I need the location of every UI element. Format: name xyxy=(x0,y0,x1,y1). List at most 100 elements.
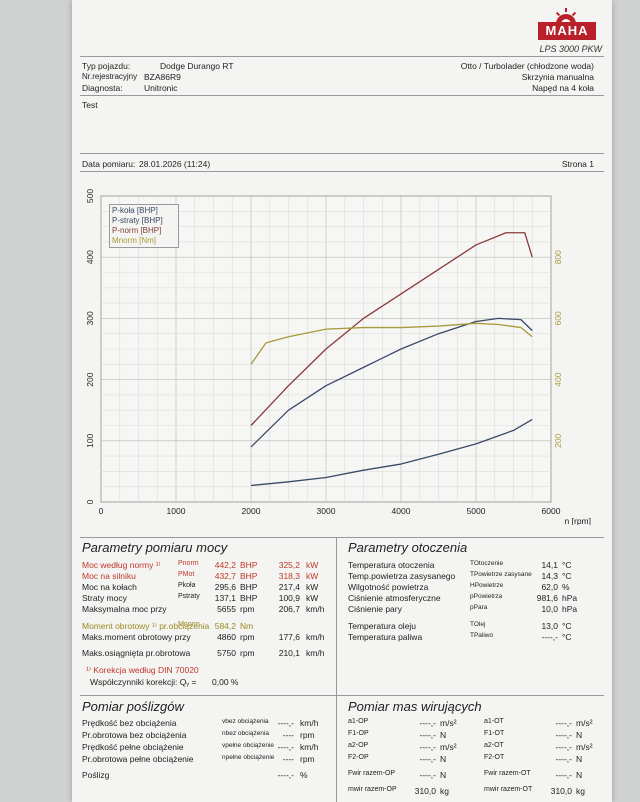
diag-label: Diagnosta: xyxy=(82,83,123,93)
param-symbol: Pstraty xyxy=(178,593,200,600)
y-right-tick-label: 200 xyxy=(553,433,563,447)
report-page: MAHA LPS 3000 PKW Typ pojazdu: Dodge Dur… xyxy=(72,0,612,802)
maha-logo: MAHA xyxy=(534,6,606,46)
env-value: 981,6 xyxy=(536,593,558,603)
brand-logo-text: MAHA xyxy=(538,22,596,40)
mass-value-op: ----,- xyxy=(419,770,436,780)
param-label: Moment obrotowy ¹⁾ pr.obciązenia xyxy=(82,621,210,631)
correction-factor-value: 0,00 % xyxy=(212,677,239,687)
gearbox-type: Skrzynia manualna xyxy=(521,72,594,82)
y-right-tick-label: 800 xyxy=(553,250,563,264)
param-unit-1: BHP xyxy=(240,593,258,603)
slip-symbol: vbez obciążenia xyxy=(222,718,269,725)
mass-symbol-ot: F1-OT xyxy=(484,730,505,737)
series-line-p-koła xyxy=(250,317,533,448)
param-label: Moc według normy ¹⁾ xyxy=(82,560,161,570)
x-axis-label: n [rpm] xyxy=(565,516,591,525)
param-value-1: 5655 xyxy=(217,604,236,614)
x-tick-label: 6000 xyxy=(542,506,561,516)
date-label: Data pomiaru: xyxy=(82,159,136,169)
param-unit-2: kW xyxy=(306,571,319,581)
x-tick-label: 4000 xyxy=(392,506,411,516)
env-unit: °C xyxy=(562,621,572,631)
power-chart: 0 1000 2000 3000 4000 5000 6000 0 100 200 300 400 50… xyxy=(79,180,599,526)
env-symbol: TOtoczenie xyxy=(470,560,504,567)
env-value: 13,0 xyxy=(541,621,558,631)
x-tick-label: 3000 xyxy=(317,506,336,516)
param-unit-2: kW xyxy=(306,582,319,592)
correction-factor-label: Współczynniki korekcji: Qᵧ = xyxy=(90,677,197,687)
slip-label: Prędkość bez obciążenia xyxy=(82,718,177,728)
env-value: 14,3 xyxy=(541,571,558,581)
series-line-p-norm xyxy=(250,232,533,426)
env-symbol: HPowietrze xyxy=(470,582,504,589)
legend-p-norm: P-norm [BHP] xyxy=(112,226,162,235)
param-label: Moc na kołach xyxy=(82,582,137,592)
param-value-1: 4860 xyxy=(217,632,236,642)
y-left-tick-label: 500 xyxy=(85,189,95,203)
param-unit-1: Nm xyxy=(240,621,254,631)
mass-symbol-op: F1-OP xyxy=(348,730,369,737)
mass-unit-ot: N xyxy=(576,730,583,740)
param-unit-1: BHP xyxy=(240,560,258,570)
param-unit-2: kW xyxy=(306,593,319,603)
slip-value: ---- xyxy=(282,754,294,764)
param-unit-1: rpm xyxy=(240,604,255,614)
param-label: Straty mocy xyxy=(82,593,127,603)
x-tick-label: 5000 xyxy=(467,506,486,516)
env-label: Wilgotność powietrza xyxy=(348,582,429,592)
slip-symbol: vpełne obciążenie xyxy=(222,742,275,749)
mass-unit-ot: N xyxy=(576,754,583,764)
y-left-tick-label: 200 xyxy=(85,372,95,386)
env-symbol: TPowietrze zasysane xyxy=(470,571,532,578)
y-right-tick-label: 400 xyxy=(553,372,563,386)
param-unit-2: km/h xyxy=(306,648,325,658)
mass-symbol-ot: Fwir razem-OT xyxy=(484,770,531,777)
mass-symbol-op: a2-OP xyxy=(348,742,369,749)
slip-unit: km/h xyxy=(300,742,319,752)
vehicle-type-label: Typ pojazdu: xyxy=(82,61,131,71)
mass-unit-ot: kg xyxy=(576,786,585,796)
param-unit-1: BHP xyxy=(240,571,258,581)
slip-title: Pomiar poślizgów xyxy=(82,699,184,714)
chart-legend: P-koła [BHP] P-straty [BHP] P-norm [BHP]… xyxy=(109,204,179,248)
mass-symbol-ot: a2-OT xyxy=(484,742,504,749)
drive-type: Napęd na 4 koła xyxy=(532,83,594,93)
reg-label: Nr.rejestracyjny xyxy=(82,72,138,81)
y-left-tick-label: 0 xyxy=(85,499,95,504)
env-value: 62,0 xyxy=(541,582,558,592)
param-value-2: 217,4 xyxy=(278,582,300,592)
param-symbol: Mnorm xyxy=(178,621,200,628)
slip-value: ----,- xyxy=(277,742,294,752)
series-line-p-straty xyxy=(250,418,533,487)
mass-symbol-ot: a1-OT xyxy=(484,718,504,725)
env-value: 14,1 xyxy=(541,560,558,570)
mass-unit-op: m/s² xyxy=(440,742,457,752)
legend-p-straty: P-straty [BHP] xyxy=(112,216,163,225)
param-label: Maks.moment obrotowy przy xyxy=(82,632,191,642)
env-unit: hPa xyxy=(562,593,578,603)
mass-unit-op: N xyxy=(440,754,447,764)
env-unit: °C xyxy=(562,632,572,642)
slip-label: Pr.obrotowa bez obciążenia xyxy=(82,730,187,740)
param-unit-1: rpm xyxy=(240,632,255,642)
param-unit-2: km/h xyxy=(306,604,325,614)
slip-unit: rpm xyxy=(300,754,315,764)
y-left-tick-label: 300 xyxy=(85,311,95,325)
x-tick-label: 0 xyxy=(99,506,104,516)
mass-value-op: 310,0 xyxy=(414,786,436,796)
y-right-tick-label: 600 xyxy=(553,311,563,325)
env-label: Temperatura otoczenia xyxy=(348,560,435,570)
mass-unit-op: N xyxy=(440,770,447,780)
mass-symbol-op: Fwir razem-OP xyxy=(348,770,396,777)
slip-unit: % xyxy=(300,770,308,780)
page-number: Strona 1 xyxy=(561,159,594,169)
mass-symbol-ot: F2-OT xyxy=(484,754,505,761)
env-symbol: pPowietrza xyxy=(470,593,503,600)
mass-unit-ot: m/s² xyxy=(576,742,593,752)
param-unit-1: rpm xyxy=(240,648,255,658)
slip-value: ----,- xyxy=(277,718,294,728)
param-value-2: 318,3 xyxy=(278,571,300,581)
param-value-2: 206,7 xyxy=(278,604,300,614)
mass-unit-op: kg xyxy=(440,786,449,796)
